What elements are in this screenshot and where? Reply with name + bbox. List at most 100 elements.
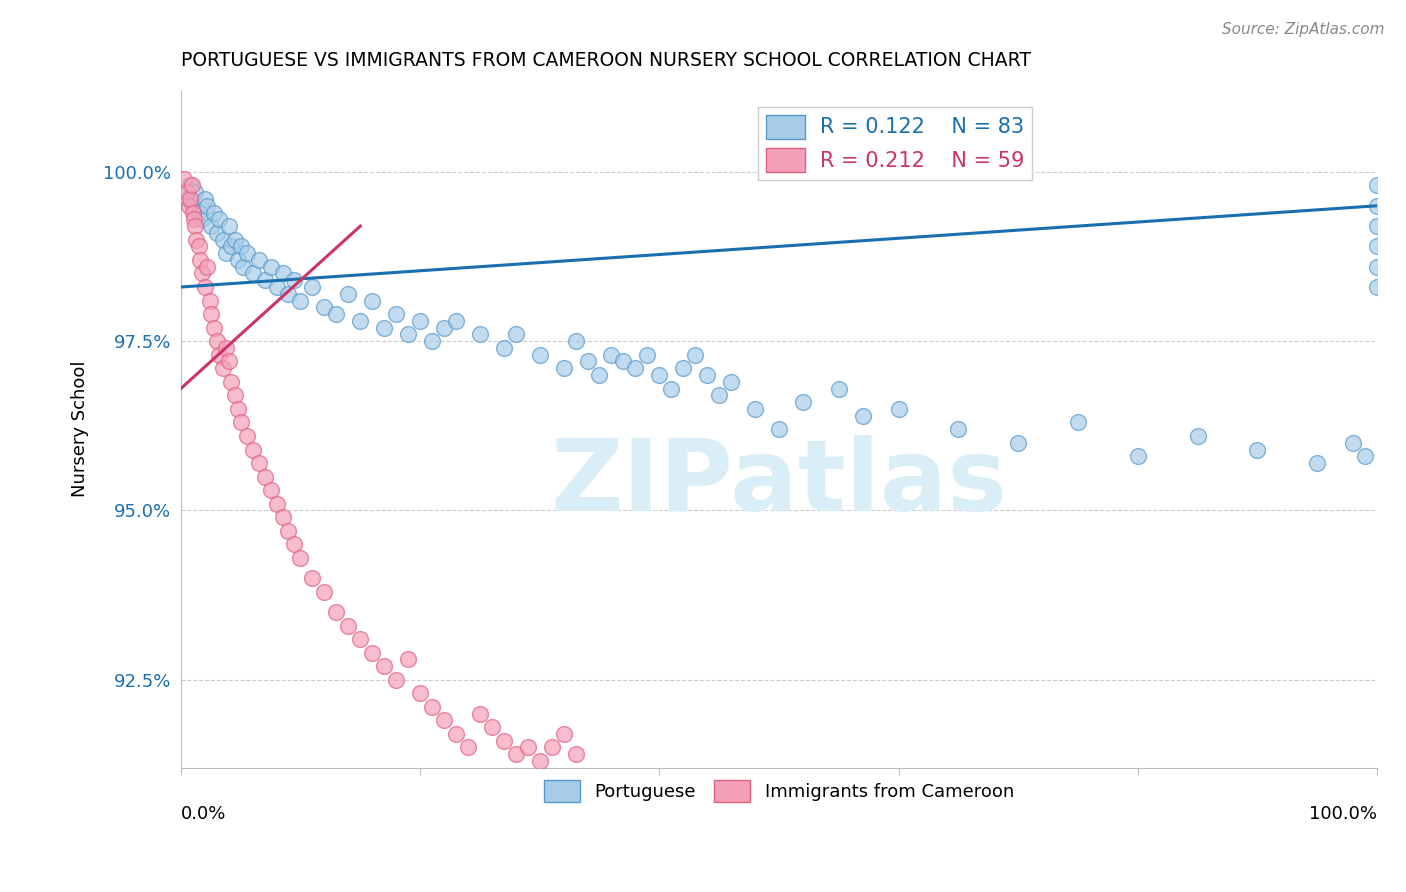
Point — [1365, 199, 1388, 213]
Point — [349, 314, 371, 328]
Point — [176, 186, 198, 200]
Point — [226, 401, 249, 416]
Point — [226, 252, 249, 267]
Point — [540, 740, 562, 755]
Point — [707, 388, 730, 402]
Point — [194, 280, 217, 294]
Legend: Portuguese, Immigrants from Cameroon: Portuguese, Immigrants from Cameroon — [537, 773, 1021, 809]
Point — [184, 219, 207, 233]
Point — [337, 618, 360, 632]
Point — [659, 382, 682, 396]
Point — [179, 178, 201, 193]
Point — [200, 307, 222, 321]
Point — [396, 652, 419, 666]
Point — [744, 401, 766, 416]
Point — [195, 199, 218, 213]
Point — [409, 686, 432, 700]
Point — [529, 348, 551, 362]
Point — [253, 273, 276, 287]
Point — [194, 192, 217, 206]
Point — [266, 280, 288, 294]
Point — [505, 747, 527, 761]
Point — [229, 239, 252, 253]
Point — [271, 267, 294, 281]
Point — [259, 260, 281, 274]
Point — [1067, 416, 1090, 430]
Point — [636, 348, 658, 362]
Point — [1365, 178, 1388, 193]
Point — [1354, 450, 1376, 464]
Point — [564, 334, 586, 348]
Point — [211, 361, 233, 376]
Point — [187, 239, 209, 253]
Point — [492, 341, 515, 355]
Point — [235, 246, 257, 260]
Point — [191, 212, 214, 227]
Point — [337, 286, 360, 301]
Point — [205, 226, 228, 240]
Point — [768, 422, 790, 436]
Point — [385, 307, 408, 321]
Point — [314, 301, 336, 315]
Point — [215, 246, 238, 260]
Point — [385, 673, 408, 687]
Point — [481, 720, 503, 734]
Point — [1306, 456, 1329, 470]
Point — [218, 219, 240, 233]
Point — [612, 354, 634, 368]
Point — [1341, 435, 1364, 450]
Point — [852, 409, 875, 423]
Point — [361, 293, 384, 308]
Text: ZIPatlas: ZIPatlas — [551, 435, 1007, 532]
Point — [184, 186, 207, 200]
Point — [242, 442, 264, 457]
Point — [516, 740, 538, 755]
Point — [179, 199, 201, 213]
Point — [176, 192, 198, 206]
Point — [224, 233, 246, 247]
Point — [290, 550, 312, 565]
Point — [683, 348, 706, 362]
Point — [247, 456, 270, 470]
Point — [492, 733, 515, 747]
Point — [409, 314, 432, 328]
Point — [576, 354, 599, 368]
Point — [468, 706, 491, 721]
Point — [277, 286, 299, 301]
Point — [420, 334, 443, 348]
Point — [235, 429, 257, 443]
Point — [259, 483, 281, 497]
Point — [1365, 219, 1388, 233]
Point — [205, 334, 228, 348]
Point — [183, 212, 205, 227]
Point — [253, 469, 276, 483]
Point — [529, 754, 551, 768]
Point — [553, 727, 575, 741]
Point — [208, 348, 231, 362]
Point — [232, 260, 254, 274]
Point — [672, 361, 695, 376]
Point — [887, 401, 910, 416]
Point — [600, 348, 623, 362]
Point — [188, 252, 211, 267]
Point — [186, 233, 208, 247]
Point — [218, 354, 240, 368]
Point — [444, 727, 467, 741]
Point — [444, 314, 467, 328]
Point — [564, 747, 586, 761]
Point — [720, 375, 742, 389]
Point — [828, 382, 851, 396]
Point — [191, 267, 214, 281]
Point — [1126, 450, 1149, 464]
Point — [433, 320, 456, 334]
Text: PORTUGUESE VS IMMIGRANTS FROM CAMEROON NURSERY SCHOOL CORRELATION CHART: PORTUGUESE VS IMMIGRANTS FROM CAMEROON N… — [181, 51, 1031, 70]
Point — [229, 416, 252, 430]
Point — [198, 293, 221, 308]
Point — [325, 307, 347, 321]
Point — [215, 341, 238, 355]
Point — [283, 273, 305, 287]
Point — [179, 192, 201, 206]
Y-axis label: Nursery School: Nursery School — [72, 361, 89, 498]
Point — [648, 368, 671, 382]
Text: Source: ZipAtlas.com: Source: ZipAtlas.com — [1222, 22, 1385, 37]
